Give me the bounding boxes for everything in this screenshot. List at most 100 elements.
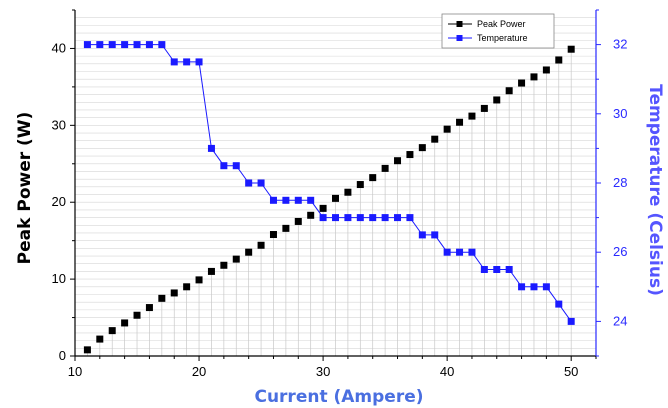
peak-power-point xyxy=(418,144,426,152)
temperature-point xyxy=(518,283,526,291)
peak-power-point xyxy=(567,45,575,53)
peak-power-point xyxy=(431,135,439,143)
legend-marker xyxy=(456,35,463,41)
temperature-point xyxy=(195,58,203,66)
left-y-axis-title: Peak Power (W) xyxy=(15,112,35,265)
temperature-point xyxy=(294,196,302,204)
peak-power-point xyxy=(505,87,513,95)
left-y-tick-label: 40 xyxy=(52,40,66,55)
temperature-point xyxy=(183,58,191,66)
temperature-point xyxy=(158,41,166,49)
legend-label: Peak Power xyxy=(477,19,526,29)
temperature-point xyxy=(282,196,290,204)
x-tick-label: 50 xyxy=(564,364,578,379)
peak-power-point xyxy=(344,188,352,196)
temperature-line xyxy=(87,44,572,322)
x-tick-label: 40 xyxy=(440,364,454,379)
peak-power-point xyxy=(480,104,488,112)
peak-power-point xyxy=(555,56,563,64)
peak-power-point xyxy=(394,157,402,165)
temperature-point xyxy=(220,162,228,170)
peak-power-point xyxy=(332,194,339,202)
peak-power-point xyxy=(145,304,153,312)
peak-power-point xyxy=(493,96,501,104)
peak-power-point xyxy=(456,118,464,126)
peak-power-point xyxy=(530,73,538,81)
peak-power-point xyxy=(158,294,166,302)
temperature-point xyxy=(332,214,339,222)
right-y-tick-label: 28 xyxy=(613,175,627,190)
temperature-point xyxy=(232,162,240,170)
left-y-tick-label: 30 xyxy=(52,117,66,132)
temperature-point xyxy=(96,41,104,49)
temperature-point xyxy=(170,58,178,66)
temperature-point xyxy=(542,283,550,291)
peak-power-point xyxy=(381,164,389,172)
peak-power-point xyxy=(183,283,191,291)
right-y-axis-title: Temperature (Celsius) xyxy=(645,84,665,296)
x-tick-label: 10 xyxy=(68,364,82,379)
peak-power-point xyxy=(232,255,240,263)
left-y-tick-label: 0 xyxy=(59,348,66,363)
temperature-point xyxy=(108,41,116,49)
series xyxy=(83,41,575,354)
temperature-point xyxy=(431,231,439,239)
x-axis-title: Current (Ampere) xyxy=(254,387,423,407)
peak-power-point xyxy=(406,151,414,159)
temperature-point xyxy=(133,41,141,49)
peak-power-point xyxy=(121,319,129,327)
legend: Peak Power Temperature xyxy=(441,13,555,49)
peak-power-point xyxy=(220,261,228,269)
peak-power-point xyxy=(170,289,178,297)
legend-marker xyxy=(456,21,463,27)
peak-power-point xyxy=(195,276,203,284)
peak-power-point xyxy=(443,125,451,133)
peak-power-point xyxy=(257,241,265,249)
x-tick-label: 20 xyxy=(192,364,206,379)
temperature-point xyxy=(394,214,402,222)
peak-power-point xyxy=(369,174,377,182)
temperature-point xyxy=(555,300,563,308)
peak-power-point xyxy=(468,112,476,120)
x-tick-label: 30 xyxy=(316,364,330,379)
temperature-point xyxy=(207,144,215,152)
left-y-tick-label: 20 xyxy=(52,194,66,209)
peak-power-point xyxy=(307,211,315,219)
temperature-point xyxy=(443,248,451,256)
legend-box xyxy=(441,13,555,49)
legend-label: Temperature xyxy=(477,33,528,43)
temperature-point xyxy=(406,214,414,222)
temperature-point xyxy=(567,317,575,325)
temperature-point xyxy=(418,231,426,239)
temperature-point xyxy=(319,214,327,222)
right-y-tick-label: 24 xyxy=(613,313,627,328)
peak-power-point xyxy=(294,217,302,225)
peak-power-point xyxy=(133,311,141,319)
temperature-point xyxy=(530,283,538,291)
peak-power-point xyxy=(542,66,550,74)
peak-power-point xyxy=(83,346,91,354)
peak-power-point xyxy=(319,204,327,212)
temperature-point xyxy=(369,214,377,222)
temperature-point xyxy=(468,248,476,256)
temperature-point xyxy=(381,214,389,222)
drop-lines xyxy=(87,49,572,356)
peak-power-point xyxy=(96,335,104,343)
temperature-point xyxy=(245,179,253,187)
peak-power-point xyxy=(207,267,215,275)
temperature-point xyxy=(505,266,513,273)
left-y-tick-label: 10 xyxy=(52,271,66,286)
temperature-point xyxy=(456,248,464,256)
temperature-point xyxy=(480,266,488,273)
temperature-point xyxy=(344,214,352,222)
peak-power-point xyxy=(356,181,364,189)
peak-power-point xyxy=(108,327,116,335)
temperature-point xyxy=(257,179,265,187)
temperature-point xyxy=(269,196,277,204)
right-y-tick-label: 30 xyxy=(613,106,627,121)
temperature-point xyxy=(121,41,129,49)
temperature-point xyxy=(83,41,91,49)
temperature-point xyxy=(307,196,315,204)
